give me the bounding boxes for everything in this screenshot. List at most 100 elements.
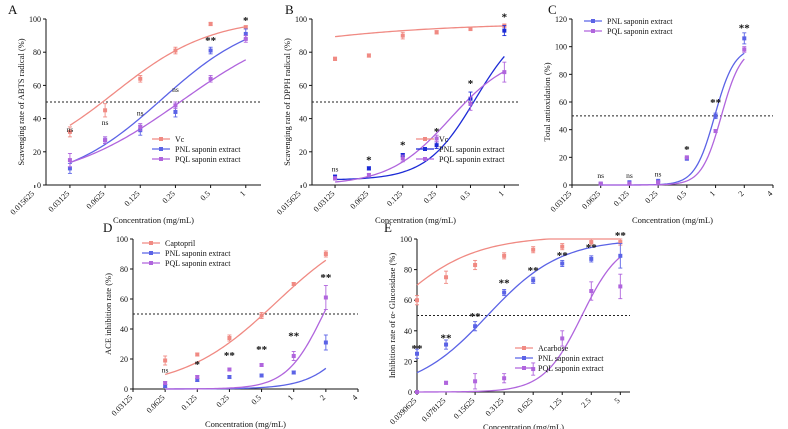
significance-mark: ** [528,265,540,277]
significance-mark: ** [205,35,217,47]
data-point [400,156,405,161]
legend-label: Captopril [165,239,196,248]
data-point [243,25,248,30]
significance-mark: ** [615,230,627,242]
fit-curve [416,242,621,374]
fit-curve [417,256,621,393]
significance-mark: ns [655,170,662,179]
data-point [684,155,689,160]
x-tick-label: 0.125 [123,189,142,208]
x-tick-label: 1 [238,189,247,198]
x-tick-label: 0.015625 [275,189,303,217]
x-axis-title: Concentration (mg/mL) [632,215,713,225]
y-tick-label: 80 [33,48,41,57]
x-tick-label: 0.03125 [47,189,72,214]
y-tick-label: 80 [299,48,307,57]
x-tick-label: 0.0625 [85,189,107,211]
x-tick-label: 5 [613,396,622,405]
panel-letter: C [548,2,557,17]
y-tick-label: 100 [295,15,307,24]
x-tick-label: 0.078125 [420,396,448,424]
y-axis-title: Inhibition rate of α- Glucosidase (%) [387,253,397,379]
panel-A: A 0 20 40 60 80 100 0.015625 0.03125 0.0625 0.125 0… [8,2,261,225]
data-point [259,363,264,367]
data-point [560,261,565,266]
x-tick-label: 0.0390625 [388,396,418,426]
data-point [713,129,718,134]
fit-curve [69,38,247,164]
y-tick-label: 20 [404,357,412,366]
legend-label: PNL saponin extract [175,145,241,154]
legend-marker [522,346,526,350]
data-point [560,244,565,249]
legend-marker [159,137,163,141]
legend-label: Acarbose [538,344,569,353]
data-point [400,33,405,38]
legend-marker [149,251,153,255]
legend-label: PNL saponin extract [439,145,505,154]
legend-label: PQL saponin extract [439,155,505,164]
data-point [67,129,72,134]
data-point [103,108,108,113]
legend-marker [159,147,163,151]
data-point [67,166,72,171]
legend-marker [423,157,427,161]
significance-mark: * [366,154,372,166]
data-point [589,240,594,245]
x-tick-label: 0.015625 [9,189,37,217]
legend-label: PQL saponin extract [607,27,673,36]
significance-mark: * [684,144,690,156]
fit-curve [334,25,505,38]
legend-marker [423,147,427,151]
data-point [323,340,328,345]
data-point [589,256,594,261]
data-point [560,336,565,341]
significance-mark: ns [102,118,109,127]
panel-D: D 0 20 40 60 80 100 0.03125 0.0625 0.125 0.25 0.5 1 2… [103,220,359,429]
x-tick-label: 0.3125 [484,396,506,418]
significance-mark: ** [557,250,569,262]
legend-marker [159,157,163,161]
significance-mark: ns [597,171,604,180]
significance-mark: ns [172,85,179,94]
y-tick-label: 100 [400,235,412,244]
data-point [208,21,213,26]
x-tick-label: 4 [765,189,774,198]
data-point [502,376,507,381]
data-point [333,56,338,61]
data-point [473,324,478,329]
y-tick-label: 40 [120,325,128,334]
y-tick-label: 60 [33,81,41,90]
x-tick-label: 0.25 [161,189,177,205]
y-tick-label: 120 [555,15,567,24]
data-point [531,247,536,252]
legend-marker [149,241,153,245]
legend-label: Vc [175,135,185,144]
fit-curve [165,308,327,390]
y-tick-label: 80 [120,265,128,274]
y-tick-label: 60 [559,98,567,107]
y-tick-label: 60 [120,295,128,304]
x-tick-label: 0.25 [215,393,231,409]
significance-mark: ns [67,125,74,134]
significance-mark: ** [710,97,722,109]
x-axis-title: Concentration (mg/mL) [205,419,286,429]
data-point [227,375,232,379]
x-tick-label: 0.125 [612,189,631,208]
x-tick-label: 0.0625 [580,189,602,211]
significance-mark: ** [441,333,453,345]
data-point [531,367,536,372]
y-tick-label: 100 [29,15,41,24]
fit-curve [69,59,247,164]
x-tick-label: 4 [350,393,359,402]
y-tick-label: 40 [33,115,41,124]
x-tick-label: 0.03125 [110,393,135,418]
data-point [291,370,296,375]
y-tick-label: 0 [408,388,412,397]
fit-curve [600,52,745,186]
data-point [173,48,178,53]
data-point [589,289,594,294]
data-point [366,53,371,58]
x-tick-label: 0.625 [516,396,535,415]
